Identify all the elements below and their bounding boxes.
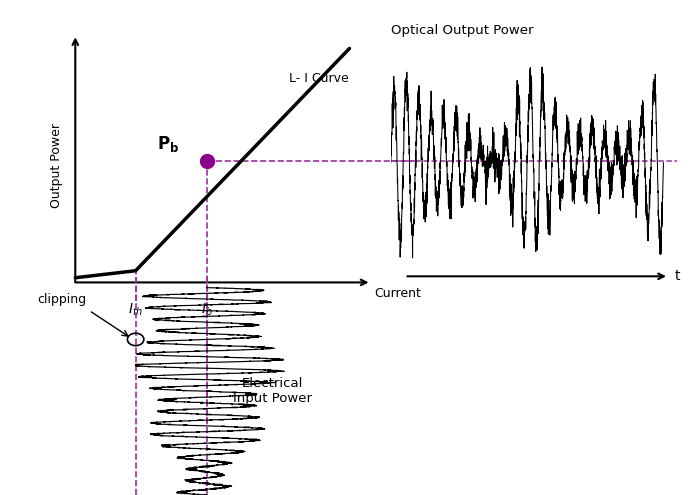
Text: Current: Current: [374, 287, 421, 300]
Text: L- I Curve: L- I Curve: [289, 72, 349, 85]
Text: clipping: clipping: [37, 293, 87, 306]
Text: $\mathbf{P_b}$: $\mathbf{P_b}$: [157, 134, 179, 154]
Text: t: t: [674, 269, 680, 283]
Text: $I_b$: $I_b$: [201, 301, 213, 317]
Text: $I_{th}$: $I_{th}$: [128, 301, 143, 317]
Text: Optical Output Power: Optical Output Power: [391, 24, 533, 38]
Text: Electrical
Input Power: Electrical Input Power: [233, 377, 312, 405]
Text: Output Power: Output Power: [50, 123, 63, 208]
